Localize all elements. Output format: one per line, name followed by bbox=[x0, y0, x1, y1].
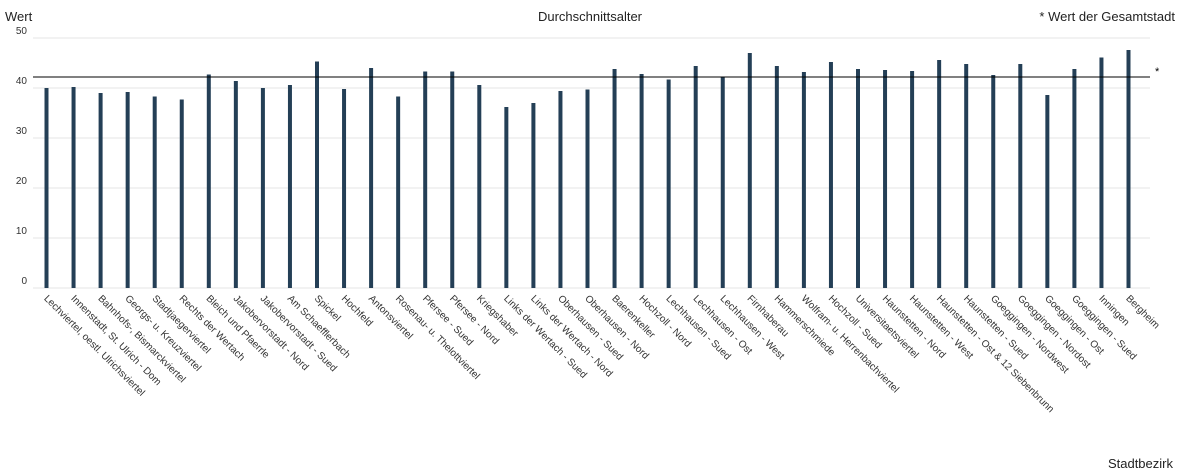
bar bbox=[1018, 64, 1023, 288]
bar bbox=[152, 96, 157, 288]
bar bbox=[287, 85, 292, 288]
bar bbox=[1045, 95, 1050, 288]
bar bbox=[883, 70, 888, 288]
y-tick-label: 20 bbox=[16, 176, 28, 187]
y-axis-label: Wert bbox=[5, 9, 33, 24]
bar bbox=[44, 88, 49, 288]
bar bbox=[1072, 69, 1077, 288]
bar bbox=[71, 87, 76, 288]
x-axis-label: Stadtbezirk bbox=[1107, 456, 1173, 471]
bar bbox=[991, 75, 996, 288]
bar bbox=[531, 103, 536, 288]
bar bbox=[856, 69, 860, 288]
reference-marker: * bbox=[1155, 66, 1160, 78]
bar bbox=[125, 92, 130, 288]
bar bbox=[206, 74, 211, 288]
bar bbox=[828, 62, 833, 288]
bar bbox=[747, 53, 752, 288]
bar bbox=[450, 71, 455, 288]
bar bbox=[342, 89, 347, 288]
bar bbox=[720, 77, 725, 288]
chart-title: Durchschnittsalter bbox=[537, 9, 643, 24]
x-tick-label: Bergheim bbox=[1123, 293, 1161, 331]
bar bbox=[1099, 57, 1104, 288]
bar bbox=[558, 91, 563, 288]
bar bbox=[937, 60, 942, 288]
y-tick-label: 0 bbox=[21, 276, 27, 287]
bar bbox=[666, 79, 671, 288]
bar bbox=[396, 96, 401, 288]
y-tick-label: 40 bbox=[16, 76, 28, 87]
bar bbox=[504, 107, 509, 288]
bar bbox=[98, 93, 103, 288]
y-tick-label: 50 bbox=[16, 26, 28, 37]
bar bbox=[423, 71, 428, 288]
bar bbox=[260, 88, 265, 288]
bar bbox=[233, 81, 238, 288]
y-tick-label: 10 bbox=[16, 226, 28, 237]
bar bbox=[585, 89, 590, 288]
bar bbox=[910, 71, 915, 288]
bar bbox=[369, 68, 374, 288]
bar bbox=[1126, 50, 1131, 288]
bar bbox=[179, 99, 184, 288]
bar bbox=[315, 61, 319, 288]
bar bbox=[639, 74, 644, 288]
bar bbox=[477, 85, 482, 288]
reference-legend-note: * Wert der Gesamtstadt bbox=[1039, 9, 1175, 24]
bar bbox=[774, 66, 779, 288]
y-tick-label: 30 bbox=[16, 126, 28, 137]
bar bbox=[964, 64, 969, 288]
bar bbox=[801, 72, 806, 288]
bar bbox=[612, 69, 617, 288]
bar bbox=[693, 66, 698, 288]
